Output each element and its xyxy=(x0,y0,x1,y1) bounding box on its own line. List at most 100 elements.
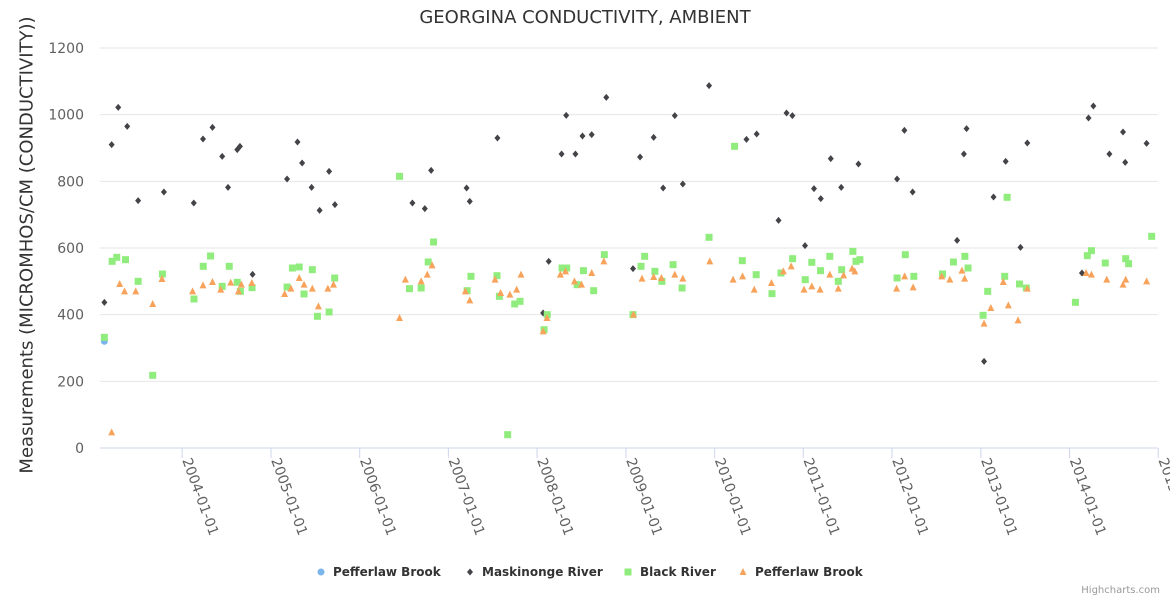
data-point[interactable] xyxy=(817,267,825,275)
data-point[interactable] xyxy=(588,269,596,276)
data-point[interactable] xyxy=(288,264,296,272)
data-point[interactable] xyxy=(249,270,256,278)
data-point[interactable] xyxy=(324,284,332,292)
data-point[interactable] xyxy=(650,133,657,141)
data-point[interactable] xyxy=(1148,232,1156,240)
data-point[interactable] xyxy=(218,282,226,290)
data-point[interactable] xyxy=(558,264,566,272)
data-point[interactable] xyxy=(1016,280,1024,288)
data-point[interactable] xyxy=(729,275,737,283)
data-point[interactable] xyxy=(651,267,659,275)
data-point[interactable] xyxy=(838,266,846,274)
data-point[interactable] xyxy=(396,314,404,321)
data-point[interactable] xyxy=(679,274,687,282)
data-point[interactable] xyxy=(158,270,166,278)
data-point[interactable] xyxy=(961,274,969,282)
data-point[interactable] xyxy=(630,265,637,273)
data-point[interactable] xyxy=(731,142,739,150)
data-point[interactable] xyxy=(331,201,338,209)
data-point[interactable] xyxy=(999,278,1007,285)
data-point[interactable] xyxy=(1087,270,1095,278)
data-point[interactable] xyxy=(572,150,579,158)
data-point[interactable] xyxy=(946,275,954,283)
data-point[interactable] xyxy=(987,304,995,311)
data-point[interactable] xyxy=(1083,252,1091,260)
data-point[interactable] xyxy=(629,310,637,318)
data-point[interactable] xyxy=(217,285,225,293)
data-point[interactable] xyxy=(1014,316,1022,324)
data-point[interactable] xyxy=(313,312,321,320)
data-point[interactable] xyxy=(160,188,167,196)
data-point[interactable] xyxy=(658,277,666,285)
data-point[interactable] xyxy=(209,123,216,131)
data-point[interactable] xyxy=(588,131,595,139)
data-point[interactable] xyxy=(409,199,416,207)
data-point[interactable] xyxy=(603,93,610,101)
data-point[interactable] xyxy=(705,233,713,241)
data-point[interactable] xyxy=(579,132,586,140)
data-point[interactable] xyxy=(108,428,116,436)
data-point[interactable] xyxy=(834,284,842,292)
data-point[interactable] xyxy=(308,266,316,274)
data-point[interactable] xyxy=(768,290,776,298)
data-point[interactable] xyxy=(739,272,747,280)
data-point[interactable] xyxy=(556,270,564,278)
data-point[interactable] xyxy=(491,275,499,283)
data-point[interactable] xyxy=(248,279,256,286)
data-point[interactable] xyxy=(801,276,809,284)
data-point[interactable] xyxy=(281,290,289,297)
data-point[interactable] xyxy=(1122,275,1130,283)
data-point[interactable] xyxy=(894,175,901,183)
data-point[interactable] xyxy=(910,272,918,280)
data-point[interactable] xyxy=(753,130,760,138)
data-point[interactable] xyxy=(938,272,946,280)
data-point[interactable] xyxy=(1087,247,1095,255)
data-point[interactable] xyxy=(787,262,795,270)
data-point[interactable] xyxy=(981,357,988,365)
data-point[interactable] xyxy=(467,272,475,280)
data-point[interactable] xyxy=(1082,269,1090,276)
data-point[interactable] xyxy=(116,280,124,287)
data-point[interactable] xyxy=(227,278,235,286)
data-point[interactable] xyxy=(810,185,817,193)
data-point[interactable] xyxy=(783,109,790,117)
data-point[interactable] xyxy=(406,285,414,293)
data-point[interactable] xyxy=(808,282,816,290)
data-point[interactable] xyxy=(506,290,514,298)
data-point[interactable] xyxy=(396,172,404,180)
data-point[interactable] xyxy=(494,134,501,142)
data-point[interactable] xyxy=(570,277,578,285)
data-point[interactable] xyxy=(300,290,308,298)
data-point[interactable] xyxy=(834,277,842,285)
data-point[interactable] xyxy=(706,257,714,265)
data-point[interactable] xyxy=(958,266,966,274)
data-point[interactable] xyxy=(516,297,524,305)
legend-item[interactable]: Black River xyxy=(624,565,716,579)
data-point[interactable] xyxy=(855,160,862,168)
data-point[interactable] xyxy=(1024,139,1031,147)
data-point[interactable] xyxy=(493,272,501,280)
data-point[interactable] xyxy=(132,287,140,295)
data-point[interactable] xyxy=(316,206,323,214)
data-point[interactable] xyxy=(207,252,215,260)
data-point[interactable] xyxy=(1101,259,1109,267)
data-point[interactable] xyxy=(1085,114,1092,122)
data-point[interactable] xyxy=(248,284,256,292)
data-point[interactable] xyxy=(199,281,207,289)
data-point[interactable] xyxy=(789,112,796,120)
data-point[interactable] xyxy=(1122,255,1130,263)
data-point[interactable] xyxy=(851,267,859,275)
data-point[interactable] xyxy=(949,258,957,266)
data-point[interactable] xyxy=(225,262,233,270)
legend[interactable]: Pefferlaw Brook Maskinonge River Black Riv… xyxy=(317,565,864,579)
data-point[interactable] xyxy=(466,296,474,304)
data-point[interactable] xyxy=(314,302,322,310)
data-point[interactable] xyxy=(563,264,571,272)
data-point[interactable] xyxy=(767,279,775,286)
data-point[interactable] xyxy=(671,270,679,278)
data-point[interactable] xyxy=(827,155,834,163)
data-point[interactable] xyxy=(1002,157,1009,165)
data-point[interactable] xyxy=(1143,139,1150,147)
data-point[interactable] xyxy=(558,150,565,158)
data-point[interactable] xyxy=(149,300,157,307)
